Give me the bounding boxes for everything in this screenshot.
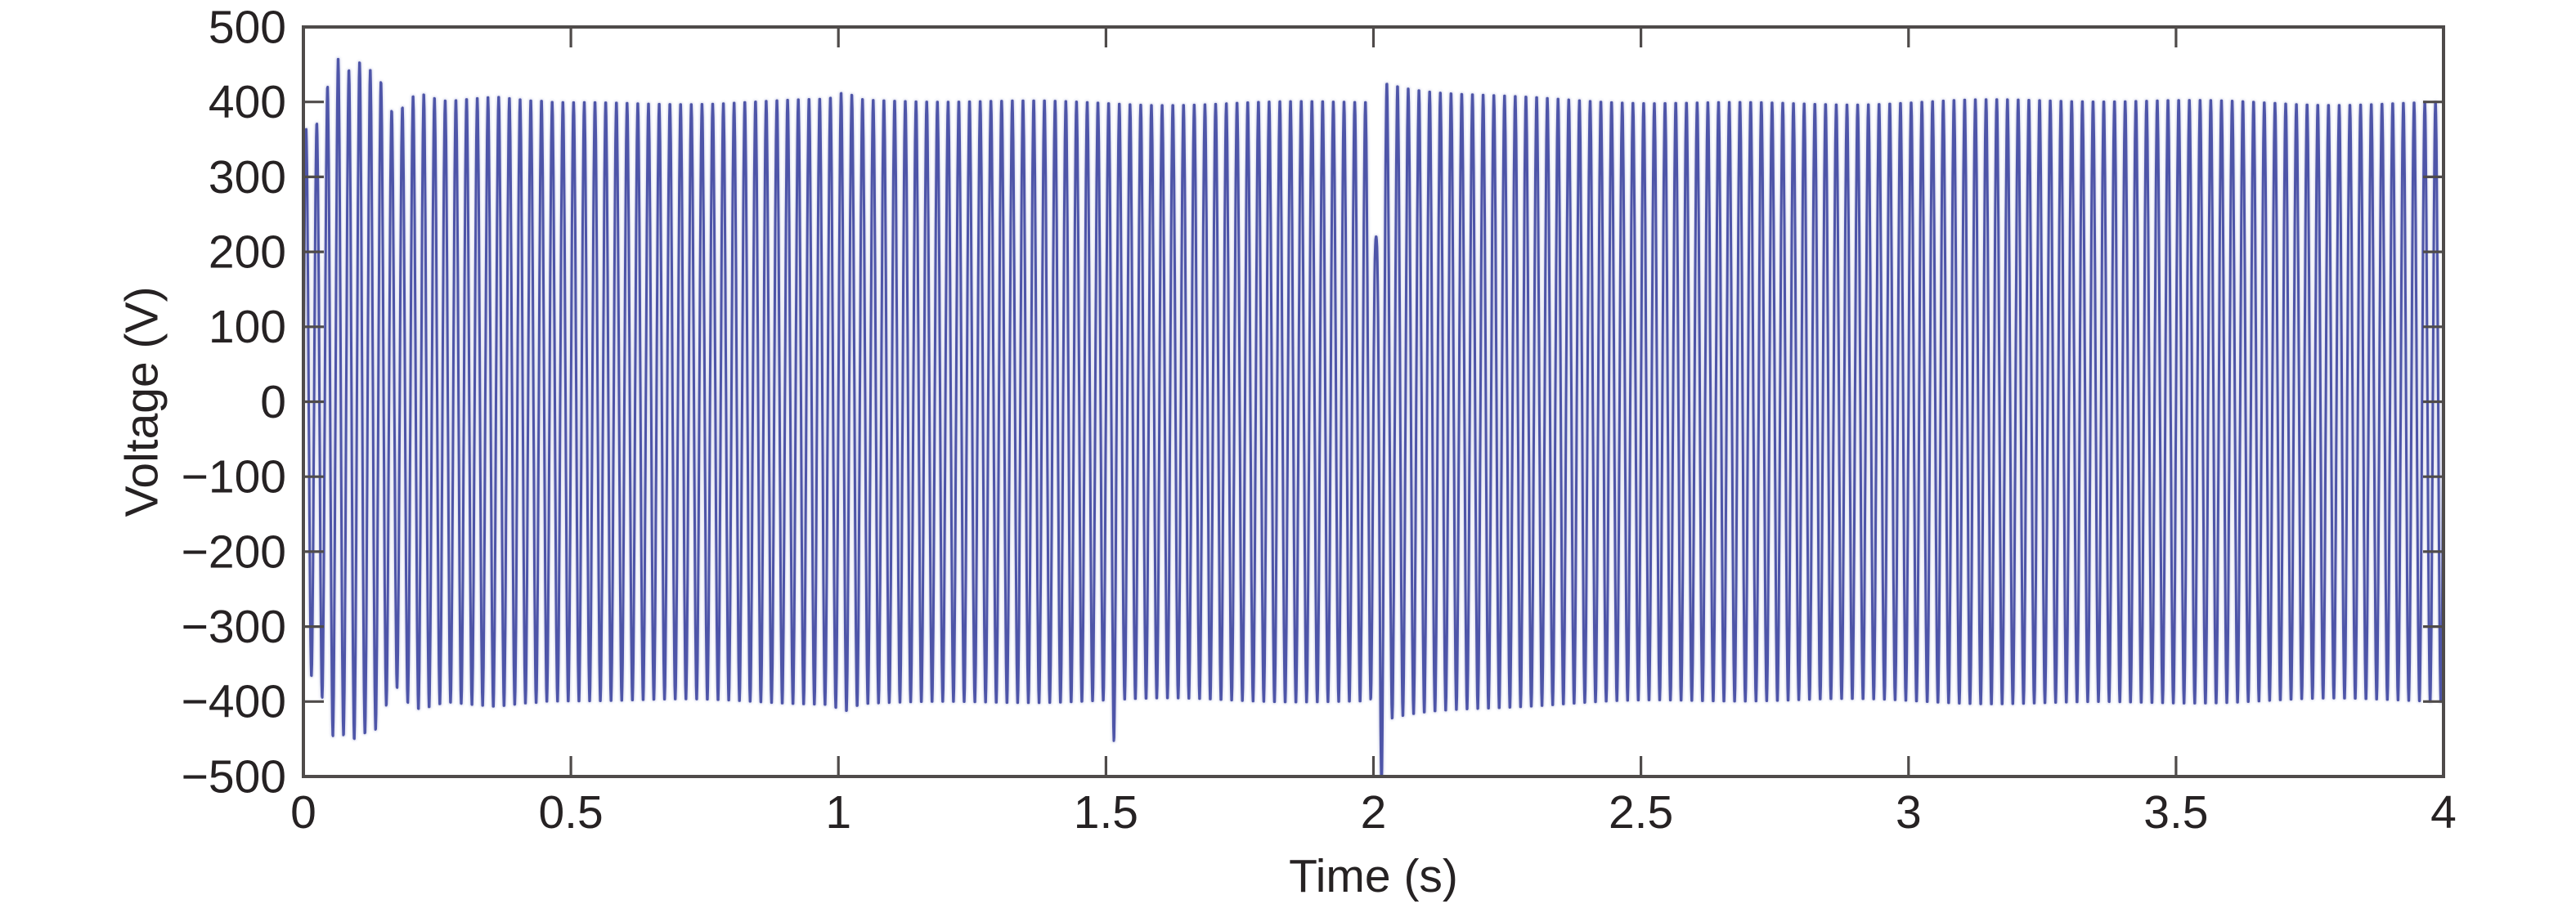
- svg-text:3: 3: [1896, 786, 1922, 839]
- svg-text:400: 400: [209, 76, 286, 128]
- svg-text:100: 100: [209, 301, 286, 353]
- svg-text:0: 0: [260, 376, 286, 428]
- svg-text:1.5: 1.5: [1074, 786, 1138, 839]
- svg-text:0: 0: [290, 786, 316, 839]
- svg-text:4: 4: [2430, 786, 2457, 839]
- svg-text:0.5: 0.5: [538, 786, 603, 839]
- svg-text:300: 300: [209, 151, 286, 204]
- svg-text:1: 1: [825, 786, 851, 839]
- svg-text:Voltage (V): Voltage (V): [116, 287, 168, 517]
- svg-text:500: 500: [209, 1, 286, 53]
- svg-text:−400: −400: [182, 676, 286, 728]
- svg-text:−300: −300: [182, 601, 286, 653]
- svg-text:−100: −100: [182, 451, 286, 503]
- svg-text:−200: −200: [182, 526, 286, 578]
- svg-text:Time (s): Time (s): [1289, 850, 1458, 902]
- svg-text:2: 2: [1361, 786, 1387, 839]
- svg-text:−500: −500: [182, 750, 286, 803]
- svg-text:2.5: 2.5: [1609, 786, 1673, 839]
- svg-text:3.5: 3.5: [2143, 786, 2208, 839]
- svg-text:200: 200: [209, 226, 286, 279]
